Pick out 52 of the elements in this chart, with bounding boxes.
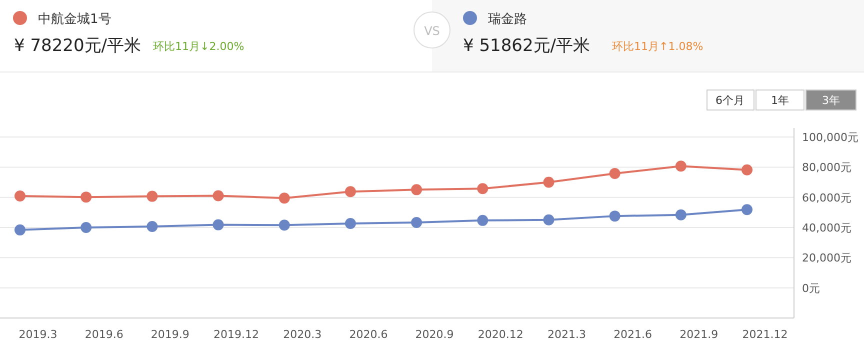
text: 6个月 <box>716 94 744 107</box>
x-tick-label: 2021.12 <box>742 328 788 341</box>
text: ¥ 78220元/平米 <box>14 36 142 56</box>
point <box>146 190 158 202</box>
point <box>212 219 224 230</box>
point <box>411 217 422 228</box>
point <box>146 220 158 232</box>
point <box>80 222 92 234</box>
text: 3年 <box>822 94 840 107</box>
y-tick-label: 80,000元 <box>802 161 852 174</box>
x-tick-label: 2021.9 <box>680 328 718 341</box>
point <box>543 214 554 226</box>
point <box>742 204 752 216</box>
text: 环比11月↓2.00% <box>153 40 244 53</box>
point <box>14 224 26 236</box>
y-tick-label: 40,000元 <box>802 222 852 235</box>
point <box>212 190 224 202</box>
x-tick-label: 2021.6 <box>614 328 652 341</box>
point <box>344 218 356 229</box>
y-tick-label: 0元 <box>802 282 820 295</box>
x-tick-label: 2020.3 <box>283 328 322 341</box>
point <box>675 160 686 172</box>
text: ¥ 51862元/平米 <box>463 36 590 56</box>
x-tick-label: 2019.6 <box>84 328 124 341</box>
point <box>344 186 356 198</box>
point <box>477 214 488 226</box>
point <box>80 192 92 203</box>
text: 环比11月↑1.08% <box>612 40 704 53</box>
y-tick-label: 100,000元 <box>802 131 858 144</box>
y-tick-label: 60,000元 <box>802 191 852 204</box>
y-tick-label: 20,000元 <box>802 252 852 265</box>
x-tick-label: 2020.12 <box>478 328 524 341</box>
point <box>278 220 290 231</box>
text: VS <box>424 24 440 38</box>
point <box>675 209 686 220</box>
point <box>742 164 752 176</box>
x-tick-label: 2019.3 <box>18 328 58 341</box>
point <box>543 176 554 188</box>
point <box>609 168 620 180</box>
point <box>609 210 620 222</box>
x-tick-label: 2020.9 <box>415 328 454 341</box>
x-tick-label: 2019.9 <box>150 328 190 341</box>
point <box>411 184 422 196</box>
point <box>278 192 290 204</box>
point <box>14 190 26 202</box>
x-tick-label: 2019.12 <box>214 328 260 341</box>
legend-label: 瑞金路 <box>488 12 527 27</box>
x-tick-label: 2021.3 <box>547 328 586 341</box>
point <box>477 183 488 194</box>
x-tick-label: 2020.6 <box>349 328 388 341</box>
legend-label: 中航金城1号 <box>38 12 112 27</box>
text: 1年 <box>771 94 789 107</box>
